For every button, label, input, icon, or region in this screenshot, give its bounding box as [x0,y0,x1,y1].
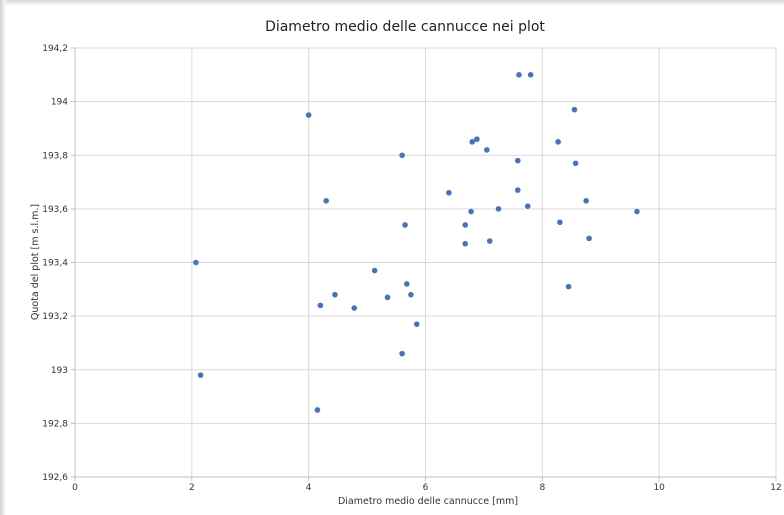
chart-tick-labels: 0 2 4 6 8 10 12 192,6 192,8 193 193,2 193,4 193,6 193… [42,44,781,493]
y-tick-label: 192,8 [42,419,68,429]
chart-gridlines [75,47,777,477]
x-tick-label: 6 [423,483,429,493]
scatter-point [565,283,572,290]
scatter-point [305,112,312,118]
scatter-point [474,136,480,142]
scatter-point [634,208,640,215]
x-tick-label: 2 [189,483,195,493]
scatter-point [314,407,321,413]
scatter-point [557,219,563,226]
scatter-point [332,291,338,298]
x-axis-label: Diametro medio delle cannucce [mm] [338,496,518,507]
scatter-point [468,208,474,215]
scatter-point [516,72,522,78]
scatter-point [586,235,592,242]
scatter-point [583,198,589,204]
scatter-point [469,139,476,145]
scatter-point [384,294,391,301]
scatter-point [323,198,329,204]
y-tick-label: 194 [51,98,68,108]
scatter-point [399,350,405,357]
window-top-shadow [0,0,784,6]
y-tick-label: 192,6 [42,473,68,483]
scatter-point [514,157,521,164]
scatter-point [402,222,408,228]
y-tick-label: 193,8 [42,151,68,161]
chart-points [193,72,640,413]
x-tick-label: 0 [72,483,78,493]
scatter-point [413,321,420,327]
scatter-point [486,238,493,244]
scatter-point [495,206,502,212]
scatter-point [446,189,452,196]
x-tick-label: 8 [539,483,545,493]
x-tick-label: 12 [770,483,781,493]
y-tick-label: 193,4 [42,259,68,269]
scatter-point [527,72,534,78]
y-tick-label: 194,2 [42,44,68,54]
scatter-point [371,267,378,274]
y-tick-label: 193 [51,366,68,376]
chart-title: Diametro medio delle cannucce nei plot [265,19,545,35]
y-tick-label: 193,6 [42,205,68,215]
scatter-point [317,302,324,309]
scatter-point [351,305,358,311]
scatter-point [524,203,531,209]
scatter-point [193,259,199,266]
scatter-point [572,160,579,167]
window-left-border [0,0,6,515]
scatter-point [197,372,204,378]
scatter-point [404,281,410,287]
x-tick-label: 4 [306,483,312,493]
scatter-point [462,222,469,228]
scatter-point [399,152,405,159]
chart-axes [71,47,777,481]
x-tick-label: 10 [653,483,665,493]
y-tick-label: 193,2 [42,312,68,322]
y-axis-label: Quota del plot [m s.l.m.] [30,204,41,320]
scatter-point [408,291,414,298]
scatter-point [571,106,578,113]
scatter-point [462,240,469,247]
scatter-point [514,187,521,193]
scatter-point [555,139,561,145]
scatter-point [484,147,490,153]
